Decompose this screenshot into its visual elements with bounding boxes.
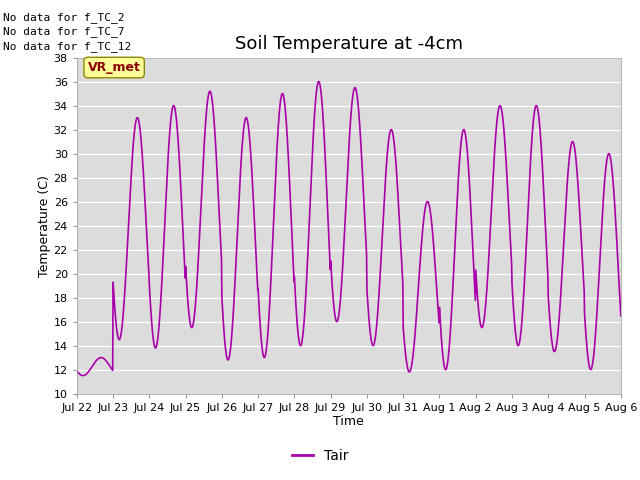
Text: No data for f_TC_2: No data for f_TC_2 xyxy=(3,12,125,23)
Text: No data for f_TC_12: No data for f_TC_12 xyxy=(3,41,131,52)
X-axis label: Time: Time xyxy=(333,415,364,429)
Text: No data for f_TC_7: No data for f_TC_7 xyxy=(3,26,125,37)
Y-axis label: Temperature (C): Temperature (C) xyxy=(38,175,51,276)
Text: VR_met: VR_met xyxy=(88,61,141,74)
Legend: Tair: Tair xyxy=(286,443,354,468)
Title: Soil Temperature at -4cm: Soil Temperature at -4cm xyxy=(235,35,463,53)
